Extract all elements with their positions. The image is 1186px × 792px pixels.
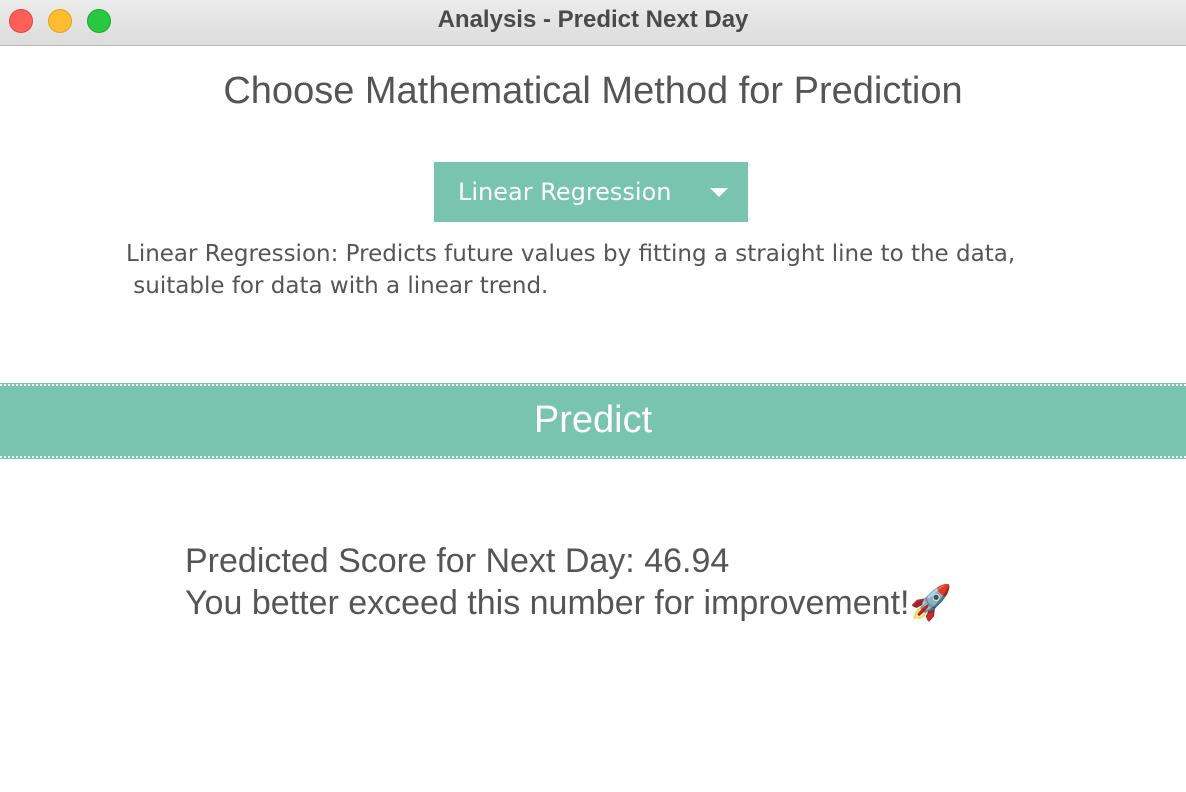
method-description: Linear Regression: Predicts future value… bbox=[126, 238, 1086, 302]
prediction-result: Predicted Score for Next Day: 46.94 You … bbox=[185, 540, 952, 624]
title-bar[interactable]: Analysis - Predict Next Day bbox=[0, 0, 1186, 46]
improvement-message-text: You better exceed this number for improv… bbox=[185, 584, 910, 622]
method-dropdown-value: Linear Regression bbox=[458, 178, 672, 206]
predicted-score-text: Predicted Score for Next Day: 46.94 bbox=[185, 542, 730, 580]
minimize-window-button[interactable] bbox=[48, 9, 72, 33]
predict-button[interactable]: Predict bbox=[0, 383, 1186, 459]
chevron-down-icon bbox=[710, 188, 728, 197]
close-window-button[interactable] bbox=[9, 9, 33, 33]
method-description-line-2: suitable for data with a linear trend. bbox=[126, 273, 549, 299]
improvement-message: You better exceed this number for improv… bbox=[185, 582, 952, 624]
method-description-line-1: Linear Regression: Predicts future value… bbox=[126, 241, 1016, 267]
window-title: Analysis - Predict Next Day bbox=[437, 6, 749, 33]
zoom-window-button[interactable] bbox=[87, 9, 111, 33]
method-dropdown[interactable]: Linear Regression bbox=[434, 162, 748, 222]
rocket-icon: 🚀 bbox=[909, 584, 952, 622]
page-heading: Choose Mathematical Method for Predictio… bbox=[223, 70, 963, 112]
